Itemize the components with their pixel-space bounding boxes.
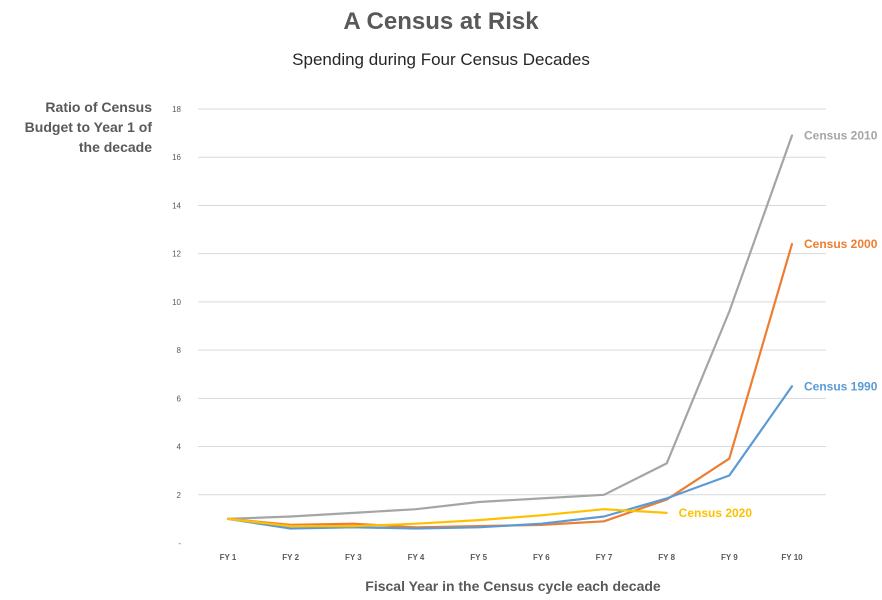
- series-line-census-2000: [226, 242, 794, 529]
- y-tick-label: 2: [177, 491, 182, 500]
- chart-title: A Census at Risk: [343, 8, 539, 35]
- x-tick-label: FY 2: [282, 553, 299, 562]
- series-label-census-2000: Census 2000: [804, 237, 878, 251]
- series-line-census-2010: [226, 134, 794, 521]
- chart-subtitle: Spending during Four Census Decades: [292, 50, 590, 69]
- x-tick-label: FY 4: [408, 553, 425, 562]
- x-tick-label: FY 3: [345, 553, 362, 562]
- x-tick-label: FY 10: [781, 553, 803, 562]
- series-line-census-2020: [226, 508, 668, 528]
- y-tick-label: 14: [172, 201, 181, 210]
- x-axis-label: Fiscal Year in the Census cycle each dec…: [365, 578, 661, 594]
- y-tick-label: 6: [177, 394, 182, 403]
- y-tick-label: 18: [172, 105, 181, 114]
- series-label-census-2020: Census 2020: [679, 506, 753, 520]
- x-tick-label: FY 6: [533, 553, 550, 562]
- series-label-census-1990: Census 1990: [804, 379, 878, 393]
- y-axis-label: Ratio of Census Budget to Year 1 of the …: [24, 99, 152, 155]
- y-tick-label: 10: [172, 298, 181, 307]
- y-tick-label: 16: [172, 153, 181, 162]
- x-tick-label: FY 5: [470, 553, 487, 562]
- y-tick-label: -: [178, 539, 181, 548]
- x-tick-label: FY 9: [721, 553, 738, 562]
- y-tick-label: 4: [177, 443, 182, 452]
- y-tick-label: 12: [172, 250, 181, 259]
- x-tick-label: FY 8: [658, 553, 675, 562]
- x-tick-label: FY 1: [220, 553, 237, 562]
- series-label-census-2010: Census 2010: [804, 129, 878, 143]
- x-tick-label: FY 7: [596, 553, 613, 562]
- series-line-census-1990: [226, 385, 794, 530]
- y-tick-label: 8: [177, 346, 182, 355]
